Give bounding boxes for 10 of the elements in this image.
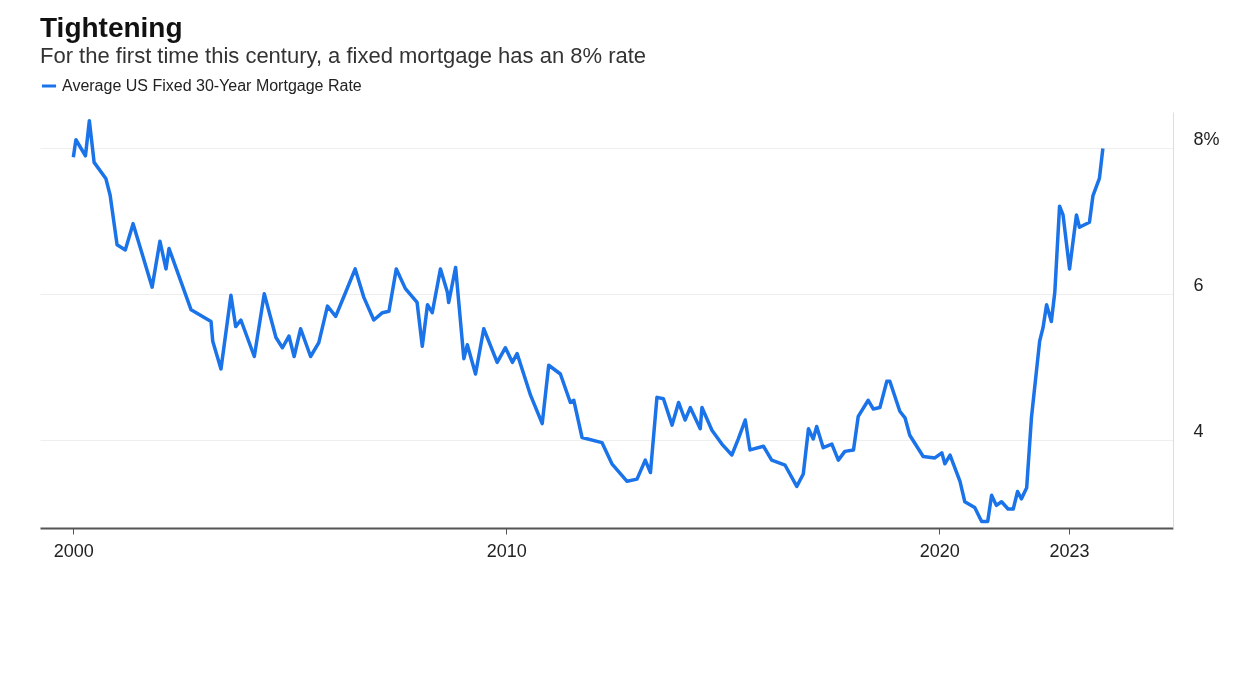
y-tick-label: 8% [1193,128,1220,149]
chart-subtitle: For the first time this century, a fixed mortgage has an 8% rate [40,43,647,68]
x-tick-label: 2020 [919,540,960,561]
x-tick-label: 2023 [1049,540,1090,561]
chart-title: Tightening [40,12,183,43]
x-tick-label: 2000 [53,540,94,561]
x-tick-label: 2010 [486,540,527,561]
y-tick-label: 6 [1193,274,1204,295]
y-tick-label: 4 [1193,420,1204,441]
legend-label: Average US Fixed 30-Year Mortgage Rate [62,77,362,94]
